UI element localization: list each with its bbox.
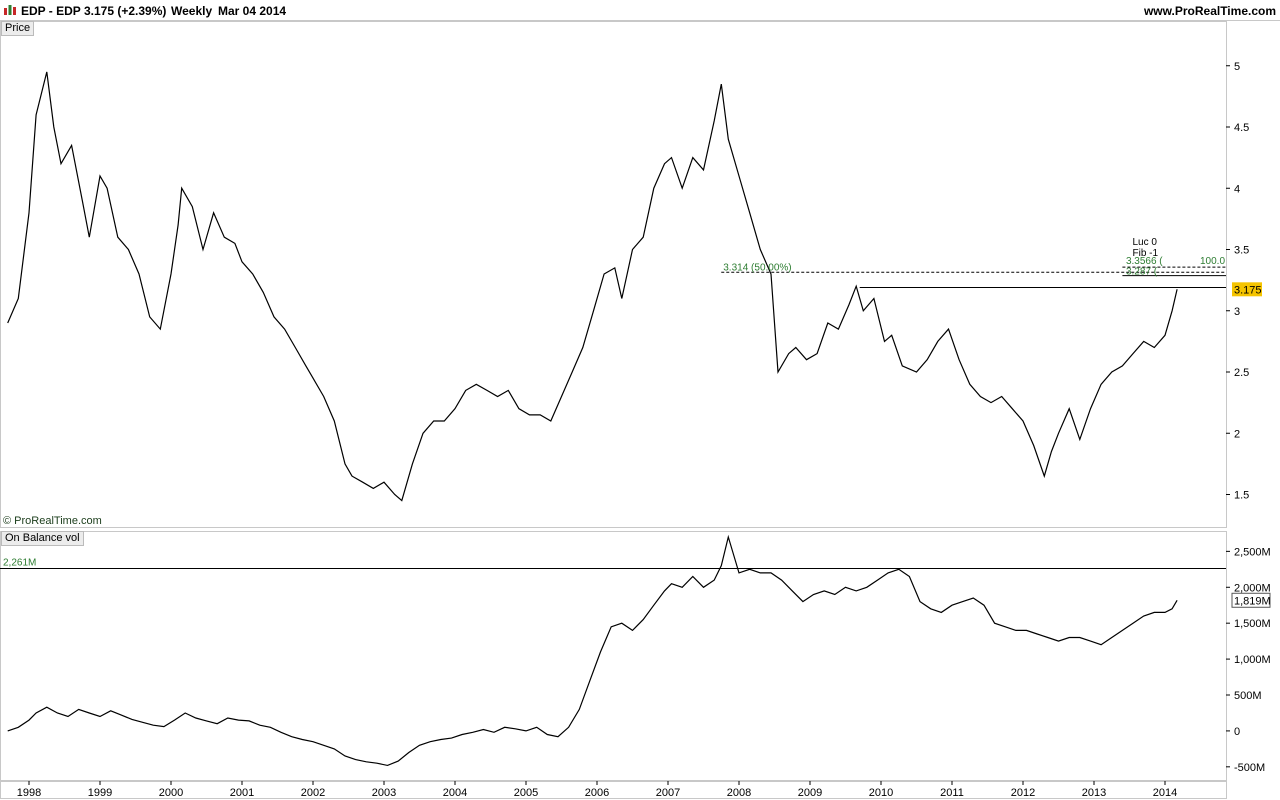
copyright-text: © ProRealTime.com [3, 515, 102, 527]
obv-last-badge [1231, 592, 1271, 608]
price-frame [0, 21, 1227, 528]
x-axis: 1998 1999 2000 2001 2002 2003 2004 2005 2006 2007… [17, 781, 1177, 799]
price-ytick-label: 3 [1234, 306, 1240, 318]
obv-ytick-label: 2,500M [1234, 546, 1271, 558]
obv-last-label: 1,819M [1234, 595, 1271, 607]
site-url-link[interactable]: www.ProRealTime.com [1143, 4, 1276, 18]
price-ytick-label: 3.5 [1234, 245, 1249, 257]
date-label: Mar 04 2014 [218, 4, 287, 18]
fib-pct-label: 100.0 [1200, 256, 1225, 267]
price-series-line [7, 71, 1178, 502]
xtick-label: 2012 [1011, 787, 1035, 799]
symbol-label: EDP - EDP [21, 4, 81, 18]
xtick-label: 2006 [585, 787, 609, 799]
prorealtime-logo-icon [4, 5, 16, 15]
last-price-badge [1232, 282, 1262, 297]
xtick-label: 2009 [798, 787, 822, 799]
luc-label: Luc 0 [1133, 237, 1158, 248]
chart-header: EDP - EDP 3.175 (+2.39%) Weekly Mar 04 2… [0, 0, 1280, 21]
xtick-label: 1998 [17, 787, 41, 799]
price-panel[interactable]: 54.543.532.521.53.314 (50.00%)3.3566 (3.… [7, 61, 1262, 502]
fib-lower-label: 3.287 ( [1126, 267, 1158, 278]
price-ytick-label: 1.5 [1234, 490, 1249, 502]
obv-frame [0, 531, 1227, 781]
xtick-label: 2005 [514, 787, 538, 799]
obv-panel[interactable]: 2,500M 2,000M 1,500M 1,000M 500M 0 -500M 2,261M… [0, 534, 1271, 774]
xtick-label: 1999 [88, 787, 112, 799]
xtick-label: 2014 [1153, 787, 1177, 799]
xtick-label: 2008 [727, 787, 751, 799]
price-ytick-label: 4.5 [1234, 122, 1249, 134]
obv-ytick-label: -500M [1234, 762, 1265, 774]
obv-ytick-label: 500M [1234, 690, 1262, 702]
xtick-label: 2011 [940, 787, 964, 799]
xtick-label: 2004 [443, 787, 467, 799]
xtick-label: 2002 [301, 787, 325, 799]
last-price-label: 3.175 [1234, 284, 1262, 296]
xaxis-frame [0, 781, 1227, 799]
xtick-label: 2013 [1082, 787, 1106, 799]
fib-50-label: 3.314 (50.00%) [723, 262, 791, 273]
price-panel-label[interactable]: Price [1, 21, 35, 36]
xtick-label: 2003 [372, 787, 396, 799]
obv-panel-label[interactable]: On Balance vol [1, 531, 84, 546]
xtick-label: 2010 [869, 787, 893, 799]
obv-series-line [7, 534, 1178, 767]
obv-level-label: 2,261M [3, 558, 36, 569]
interval-label: Weekly [171, 4, 213, 18]
price-ytick-label: 4 [1234, 183, 1240, 195]
xtick-label: 2000 [159, 787, 183, 799]
price-ytick-label: 5 [1234, 61, 1240, 73]
xtick-label: 2007 [656, 787, 680, 799]
price-ytick-label: 2 [1234, 428, 1240, 440]
fib-label: Fib -1 [1133, 248, 1159, 259]
xtick-label: 2001 [230, 787, 254, 799]
obv-ytick-label: 1,000M [1234, 654, 1271, 666]
obv-ytick-label: 1,500M [1234, 618, 1271, 630]
price-ytick-label: 2.5 [1234, 367, 1249, 379]
price-change-label: 3.175 (+2.39%) [84, 4, 167, 18]
obv-ytick-label: 0 [1234, 726, 1240, 738]
obv-ytick-label: 2,000M [1234, 582, 1271, 594]
fib-upper-label: 3.3566 ( [1126, 256, 1163, 267]
